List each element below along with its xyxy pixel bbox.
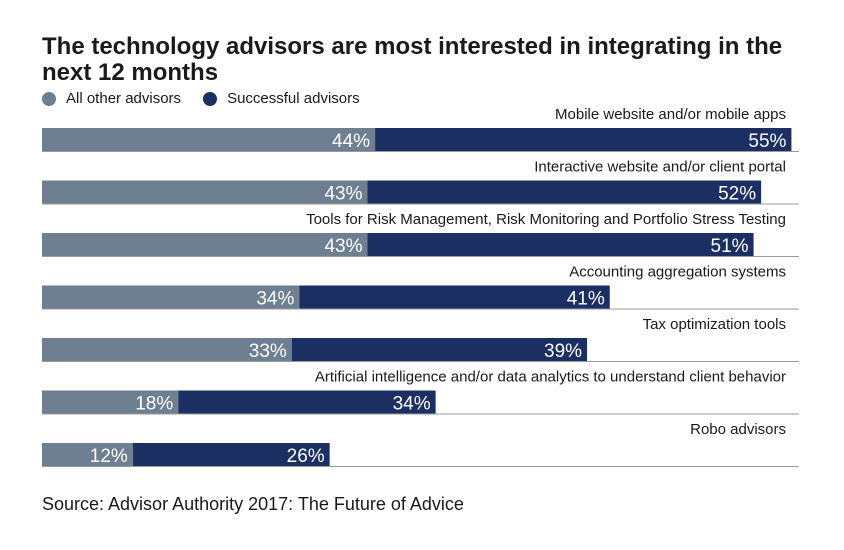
data-label-all-other: 34% (256, 289, 294, 310)
bar-successful (132, 443, 330, 466)
data-label-all-other: 44% (332, 131, 370, 152)
data-label-all-other: 43% (324, 236, 362, 257)
bar-all-other (42, 180, 368, 204)
data-label-all-other: 12% (90, 446, 128, 467)
bar-all-other (42, 233, 368, 256)
chart-title: The technology advisors are most interes… (42, 33, 783, 86)
source-note: Source: Advisor Authority 2017: The Futu… (42, 494, 464, 514)
bar-successful (367, 233, 754, 256)
bar-all-other (42, 338, 292, 361)
bar-successful (367, 180, 762, 204)
chart-legend: All other advisors Successful advisors (42, 90, 382, 107)
legend-swatch-successful (203, 91, 218, 106)
bar-all-other (42, 285, 300, 309)
legend-label-successful: Successful advisors (227, 90, 360, 107)
category-label: Artificial intelligence and/or data anal… (315, 369, 786, 386)
bar-successful (375, 128, 792, 151)
category-label: Interactive website and/or client portal (534, 159, 786, 176)
bar-successful (299, 285, 610, 309)
data-label-all-other: 18% (135, 394, 173, 415)
data-label-successful: 26% (287, 446, 325, 467)
data-label-successful: 41% (567, 289, 605, 310)
category-label: Robo advisors (690, 421, 786, 438)
legend-item-all-other: All other advisors (42, 90, 181, 107)
data-label-successful: 51% (711, 236, 749, 257)
data-label-successful: 39% (544, 341, 582, 362)
data-label-successful: 55% (748, 131, 786, 152)
bar-all-other (42, 128, 376, 151)
legend-swatch-all-other (42, 91, 56, 106)
data-label-successful: 52% (718, 184, 756, 205)
legend-item-successful: Successful advisors (203, 90, 360, 107)
bar-all-other (42, 390, 179, 414)
data-label-all-other: 33% (249, 341, 287, 362)
bar-successful (178, 390, 436, 414)
legend-label-all-other: All other advisors (66, 90, 182, 107)
bar-all-other (42, 443, 133, 466)
data-label-all-other: 43% (324, 184, 362, 205)
bar-successful (291, 338, 588, 361)
category-label: Accounting aggregation systems (569, 264, 786, 281)
category-label: Tax optimization tools (643, 316, 786, 333)
data-label-successful: 34% (393, 394, 431, 415)
category-label: Tools for Risk Management, Risk Monitori… (306, 211, 786, 228)
category-label: Mobile website and/or mobile apps (555, 106, 786, 123)
